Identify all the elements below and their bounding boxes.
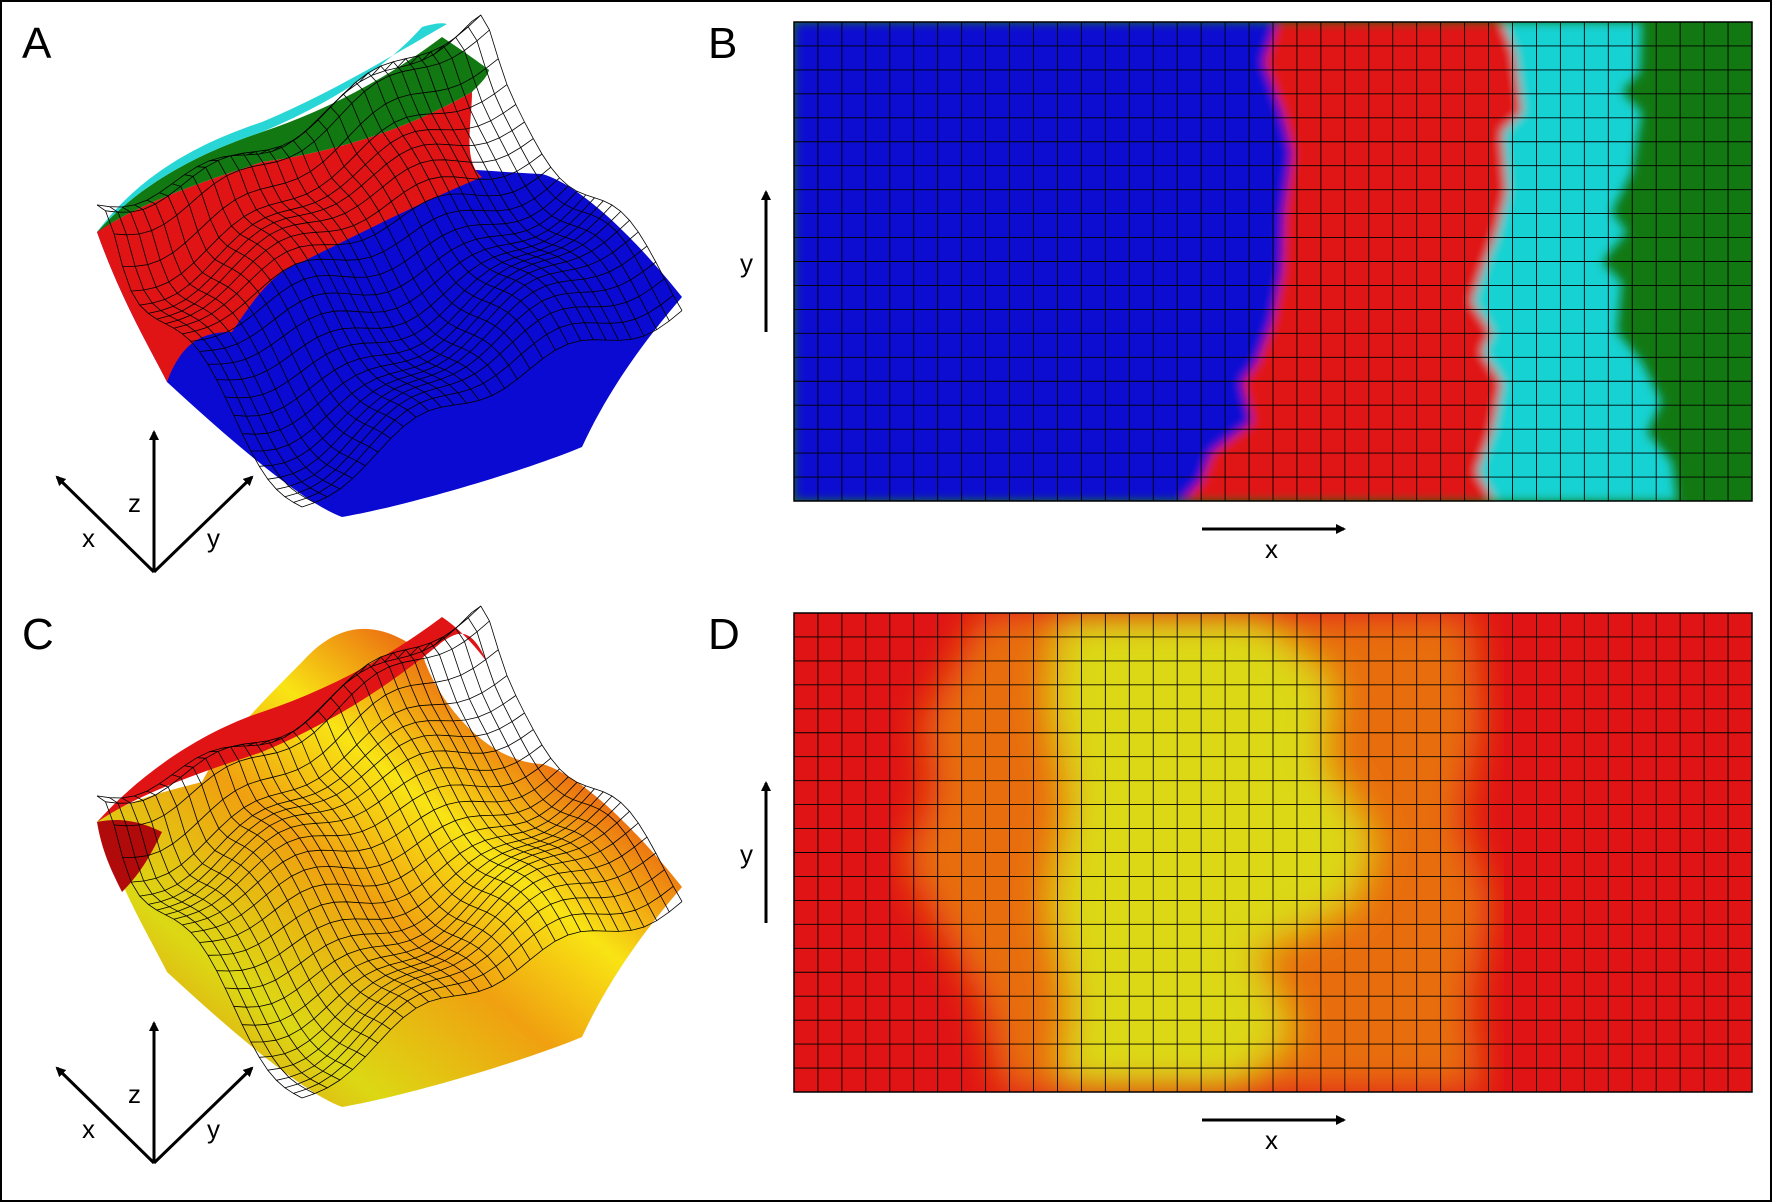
axis-label-x-d: x xyxy=(1265,1125,1278,1155)
mesh-line xyxy=(190,185,569,342)
axes-d: y x xyxy=(740,781,1346,1155)
mesh-line xyxy=(190,776,569,933)
axes-b: y x xyxy=(740,190,1346,564)
panel-c-surface xyxy=(96,605,683,1107)
mesh-line xyxy=(114,620,490,827)
mesh-line xyxy=(250,220,630,452)
mesh-line xyxy=(276,261,657,490)
mesh-line xyxy=(276,852,657,1081)
mesh-line xyxy=(148,121,525,314)
mesh-line xyxy=(293,885,674,1094)
mesh-line xyxy=(156,729,534,911)
mesh-line xyxy=(131,675,508,883)
mesh-line xyxy=(139,695,517,897)
mesh-line xyxy=(301,901,683,1099)
mesh-line xyxy=(131,84,508,292)
axis-label-y-b: y xyxy=(740,248,753,278)
mesh-line xyxy=(165,744,543,916)
mesh-line xyxy=(105,14,482,213)
mesh-line xyxy=(267,245,648,480)
surface-c-left-edge xyxy=(97,820,162,892)
axis-label-z: z xyxy=(128,488,141,518)
panel-label-c: C xyxy=(22,610,54,659)
mesh-line xyxy=(259,822,639,1058)
mesh-line xyxy=(122,649,499,858)
axis-triad-c: z x y xyxy=(55,1021,254,1165)
mesh-line xyxy=(216,197,595,381)
axis-label-y-c: y xyxy=(207,1114,220,1144)
surface-c-wireframe xyxy=(96,605,683,1099)
panel-a-surface xyxy=(96,14,683,517)
mesh-line xyxy=(165,153,543,325)
mesh-line xyxy=(173,757,552,920)
surface-a-green-band xyxy=(97,37,489,232)
axis-triad-a: z x y xyxy=(55,430,254,574)
axis-label-x-b: x xyxy=(1265,534,1278,564)
axis-label-y-d: y xyxy=(740,839,753,869)
mesh-grid-d xyxy=(794,613,1752,1092)
panel-label-d: D xyxy=(708,610,740,659)
mesh-line xyxy=(173,166,552,329)
mesh-line xyxy=(284,869,665,1089)
mesh-line xyxy=(267,836,648,1071)
panel-b-map xyxy=(793,21,1753,502)
mesh-line xyxy=(122,58,499,267)
mesh-line xyxy=(96,21,473,208)
mesh-line xyxy=(225,791,604,990)
surface-a-cyan-band xyxy=(97,23,447,232)
mesh-line xyxy=(293,294,674,503)
panel-label-b: B xyxy=(708,19,738,68)
mesh-line xyxy=(259,231,639,467)
mesh-line xyxy=(250,811,630,1043)
mesh-grid-b xyxy=(794,22,1752,501)
mesh-line xyxy=(225,200,604,399)
axis-label-z-c: z xyxy=(128,1079,141,1109)
axis-label-x: x xyxy=(82,523,95,553)
axis-label-x-c: x xyxy=(82,1114,95,1144)
mesh-line xyxy=(114,29,490,236)
mesh-line xyxy=(207,194,587,365)
mesh-line xyxy=(233,795,613,1008)
mesh-line xyxy=(242,211,622,435)
mesh-line xyxy=(199,782,578,943)
mesh-line xyxy=(139,104,517,306)
mesh-line xyxy=(301,310,683,508)
panel-d-map xyxy=(793,612,1753,1093)
mesh-line xyxy=(284,278,665,498)
mesh-line xyxy=(216,788,595,972)
mesh-line xyxy=(148,712,525,905)
panel-label-a: A xyxy=(22,19,52,68)
mesh-line xyxy=(233,204,613,417)
mesh-line xyxy=(105,605,482,804)
surface-a-wireframe xyxy=(96,14,683,508)
mesh-line xyxy=(242,802,622,1026)
mesh-line xyxy=(207,785,587,956)
mesh-line xyxy=(156,138,534,320)
mesh-line xyxy=(182,177,560,335)
mesh-line xyxy=(96,612,473,799)
mesh-line xyxy=(199,191,578,352)
axis-label-y: y xyxy=(207,523,220,553)
mesh-line xyxy=(182,768,560,926)
